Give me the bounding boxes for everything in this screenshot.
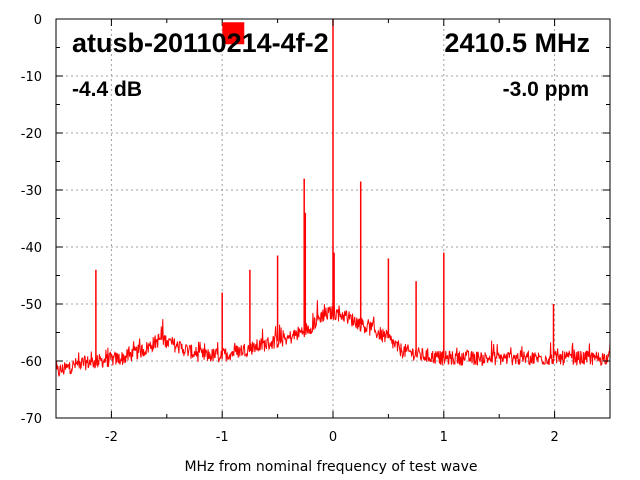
red-marker [222,22,245,45]
x-tick-label: 2 [550,430,558,445]
axis-ticks: -2 -1 0 1 20-10-20-30-40-50-60-70 [21,13,611,445]
y-tick-label: -40 [21,241,42,256]
y-tick-label: -30 [21,184,42,199]
y-tick-label: -20 [21,127,42,142]
y-tick-label: -70 [21,412,42,427]
frequency-label: 2410.5 MHz [444,28,590,58]
y-tick-label: 0 [34,13,42,28]
level-label: -4.4 dB [72,78,142,101]
y-tick-label: -10 [21,70,42,85]
spectrum-trace [55,19,611,378]
x-tick-label: -1 [216,430,229,445]
y-tick-label: -50 [21,298,42,313]
chart-title: atusb-20110214-4f-2 [72,28,329,58]
x-axis-label: MHz from nominal frequency of test wave [184,459,477,475]
x-tick-label: -2 [105,430,118,445]
x-tick-label: 0 [329,430,337,445]
ppm-label: -3.0 ppm [503,78,589,101]
y-tick-label: -60 [21,355,42,370]
x-tick-label: 1 [440,430,448,445]
